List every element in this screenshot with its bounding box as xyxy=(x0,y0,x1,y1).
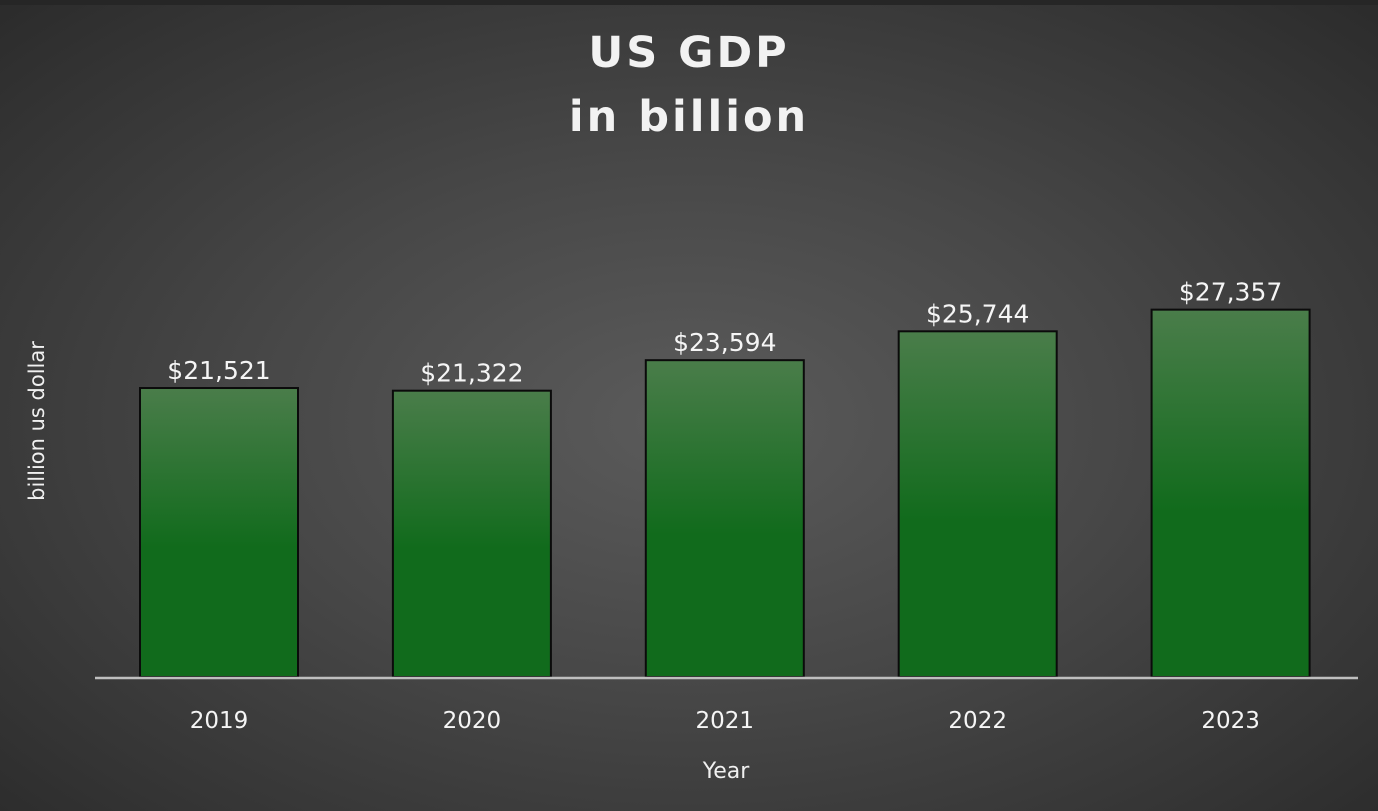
x-tick-label-2022: 2022 xyxy=(948,708,1007,734)
data-label-2023: $27,357 xyxy=(1179,278,1282,307)
bar-2019 xyxy=(139,387,299,678)
bar-2023 xyxy=(1150,308,1311,678)
data-label-2021: $23,594 xyxy=(673,328,776,357)
bar-2020 xyxy=(391,389,552,678)
bar-2022 xyxy=(897,330,1058,678)
top-edge xyxy=(0,0,1378,5)
x-tick-label-2021: 2021 xyxy=(696,708,755,734)
x-axis-label: Year xyxy=(702,759,750,784)
data-label-2019: $21,521 xyxy=(167,356,270,385)
chart-title: US GDP xyxy=(588,28,790,78)
x-tick-label-2019: 2019 xyxy=(190,708,249,734)
data-label-2020: $21,322 xyxy=(420,359,523,388)
chart-subtitle: in billion xyxy=(568,92,810,142)
x-tick-label-2020: 2020 xyxy=(443,708,502,734)
x-tick-label-2023: 2023 xyxy=(1201,708,1260,734)
data-label-2022: $25,744 xyxy=(926,299,1029,328)
bar-2021 xyxy=(644,359,805,678)
